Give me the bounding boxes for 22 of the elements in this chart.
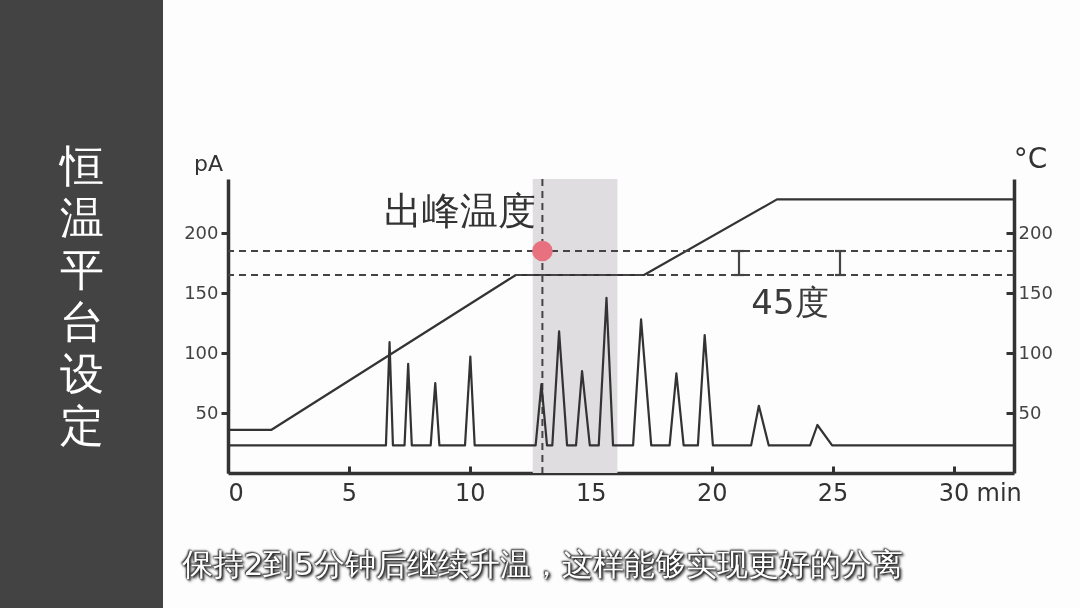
x-tick-label: 5: [341, 478, 358, 507]
ref-line-label: 出峰温度: [384, 189, 537, 233]
y-tick-label: 150: [184, 281, 219, 303]
y2-tick-label: 150: [1018, 281, 1053, 303]
x-axis-title: min: [976, 478, 1022, 507]
y-tick-label: 100: [184, 341, 219, 363]
x-tick-label: 0: [228, 478, 244, 507]
annotation: 45度: [751, 281, 829, 324]
y2-tick-label: 200: [1018, 221, 1053, 243]
y-tick-label: 200: [184, 221, 219, 243]
x-tick-label: 30: [938, 478, 970, 507]
x-tick-label: 10: [455, 478, 486, 507]
x-tick-label: 25: [817, 478, 849, 507]
y2-tick-label: 100: [1018, 341, 1053, 363]
y-axis-title: pA: [193, 150, 224, 176]
text: 保持2到5分钟后继续升温，这样能够实现更好的分离: [180, 545, 905, 585]
x-tick-label: 15: [576, 478, 607, 507]
y2-axis-title: °C: [1013, 141, 1048, 175]
y-tick-label: 50: [195, 401, 219, 423]
y2-tick-label: 50: [1018, 401, 1042, 423]
text: 恒温平台设定: [59, 140, 104, 452]
x-tick-label: 20: [696, 478, 728, 507]
